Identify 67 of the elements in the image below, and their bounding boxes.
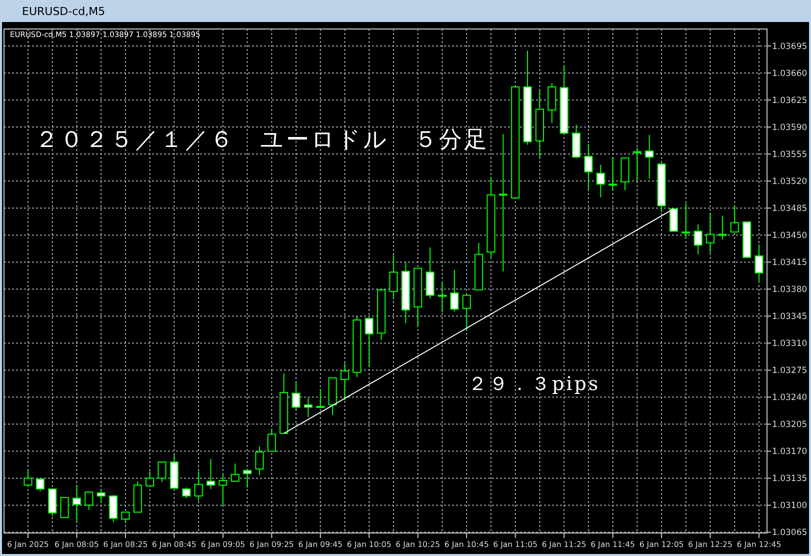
y-tick-label: 1.03240: [772, 393, 808, 404]
candlestick: [682, 202, 690, 238]
candlestick: [620, 157, 630, 191]
y-tick-label: 1.03485: [772, 204, 808, 214]
candlestick: [645, 134, 654, 180]
y-tick-label: 1.03170: [772, 447, 808, 458]
y-tick-label: 1.03660: [772, 68, 808, 79]
candlestick: [340, 362, 350, 401]
candlestick: [706, 212, 715, 254]
candlestick: [462, 294, 471, 331]
candlestick: [267, 428, 276, 452]
candlestick: [426, 246, 434, 299]
y-tick-label: 1.03205: [772, 420, 808, 430]
candlestick: [84, 492, 94, 510]
candlestick: [230, 463, 240, 482]
candlestick: [718, 215, 727, 240]
candlestick: [48, 488, 57, 517]
annotation: ２０２５／１／６ ユーロドル ５分足: [35, 127, 489, 153]
y-tick-label: 1.03135: [772, 474, 808, 484]
y-tick-label: 1.03310: [772, 339, 808, 350]
candlestick: [316, 388, 325, 408]
y-tick-label: 1.03625: [772, 96, 808, 106]
candlestick: [572, 124, 581, 158]
y-tick-label: 1.03380: [772, 285, 808, 296]
candlestick: [754, 244, 764, 284]
y-tick-label: 1.03415: [772, 258, 808, 268]
candlestick: [158, 461, 166, 483]
candlestick: [72, 484, 82, 522]
candlestick: [669, 208, 678, 232]
candlestick: [694, 224, 702, 255]
candlestick: [364, 318, 374, 368]
candlestick: [255, 446, 264, 476]
y-tick-label: 1.03345: [772, 312, 808, 322]
candlestick: [596, 164, 605, 198]
y-tick-label: 1.03695: [772, 42, 808, 52]
candlestick: [498, 133, 508, 272]
y-tick-label: 1.03065: [772, 528, 808, 538]
y-tick-label: 1.03100: [772, 501, 808, 512]
candlestick: [243, 468, 252, 488]
y-tick-label: 1.03520: [772, 177, 808, 188]
candlestick: [194, 470, 203, 502]
candlestick: [438, 282, 447, 313]
candlestick: [584, 144, 593, 191]
candlestick: [730, 205, 739, 232]
candlestick: [36, 478, 44, 492]
candlestick: [182, 486, 191, 499]
candlestick: [548, 82, 556, 124]
chart-title: EURUSD-cd,M5: [22, 5, 106, 18]
annotation: ２９．３pips: [468, 373, 600, 395]
candlestick: [109, 494, 118, 523]
candlestick: [389, 254, 398, 299]
candlestick: [60, 496, 69, 518]
y-tick-label: 1.03275: [772, 366, 808, 376]
candlestick: [146, 470, 154, 486]
candlestick: [96, 488, 106, 503]
y-tick-label: 1.03590: [772, 123, 808, 134]
y-tick-label: 1.03555: [772, 150, 808, 160]
candlestick: [218, 474, 228, 506]
candlestick: [450, 269, 459, 312]
candlestick: [206, 458, 216, 490]
candlestick: [304, 397, 312, 418]
candlestick: [24, 470, 32, 486]
candlestick: [608, 156, 618, 191]
candlestick: [632, 147, 642, 181]
y-tick-label: 1.03450: [772, 231, 808, 242]
candlestick: [292, 382, 300, 410]
candlestick: [121, 512, 130, 524]
